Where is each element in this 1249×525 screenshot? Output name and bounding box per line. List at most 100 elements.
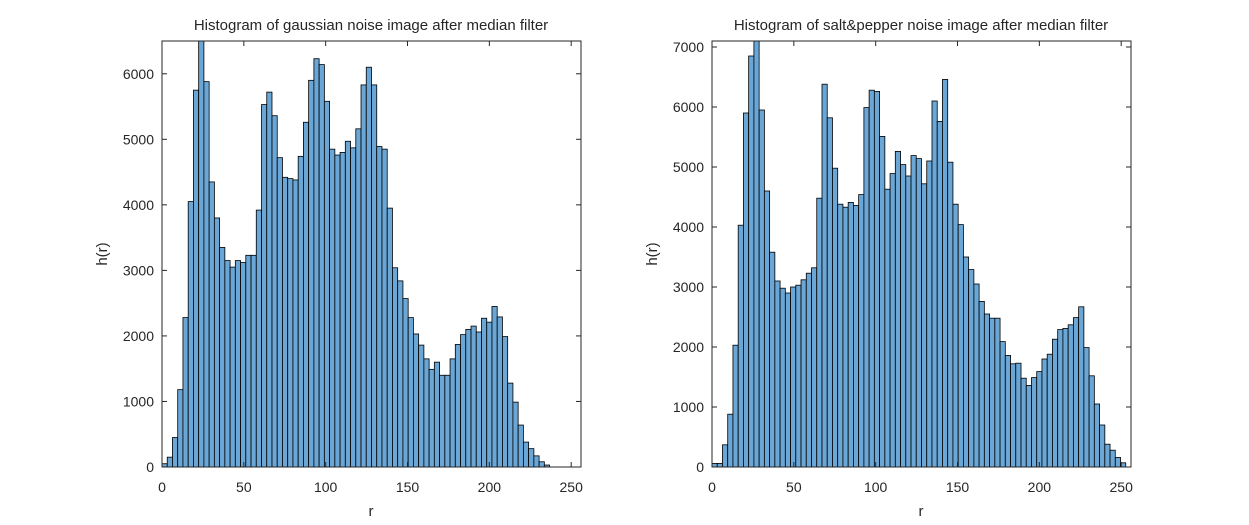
- x-tick-label: 0: [708, 479, 716, 495]
- histogram-bar: [203, 81, 210, 468]
- histogram-bar: [344, 140, 351, 468]
- histogram-bar: [853, 204, 860, 468]
- histogram-bar: [1099, 424, 1106, 468]
- histogram-bar: [1041, 358, 1048, 468]
- histogram-bar: [821, 83, 828, 468]
- histogram-bar: [308, 79, 315, 468]
- histogram-bar: [187, 201, 194, 468]
- histogram-bar: [1031, 377, 1038, 468]
- histogram-bar: [884, 188, 891, 468]
- histogram-bar: [449, 358, 456, 468]
- histogram-bar: [894, 150, 901, 468]
- histogram-bar: [763, 190, 771, 468]
- histogram-bar: [784, 292, 791, 468]
- y-tick-label: 1000: [123, 393, 154, 409]
- histogram-bar: [407, 317, 414, 468]
- axis-ticks: 0 50 100 150 200 250 0 1000 2000 3000 4000 5000 6000: [123, 41, 583, 495]
- histogram-bar: [957, 224, 964, 468]
- histogram-bar: [994, 317, 1001, 468]
- y-tick-label: 4000: [123, 197, 154, 213]
- histogram-bar: [889, 173, 896, 468]
- salt-pepper-histogram-chart: 0 50 100 150 200 250 0 1000 2000 3000 4000 5000 6000…: [644, 17, 1133, 520]
- histogram-bar: [926, 160, 933, 468]
- histogram-bar: [983, 313, 990, 468]
- histogram-bar: [303, 121, 310, 468]
- histogram-bar: [261, 104, 268, 468]
- histogram-bar: [968, 269, 975, 468]
- y-tick-label: 2000: [123, 328, 154, 344]
- gaussian-histogram-chart: 0 50 100 150 200 250 0 1000 2000 3000 4000 5000 6000…: [94, 17, 583, 520]
- y-tick-label: 2000: [673, 339, 704, 355]
- y-tick-label: 5000: [673, 159, 704, 175]
- histogram-bar: [753, 40, 760, 468]
- histogram-bar: [229, 266, 236, 468]
- histogram-bar: [198, 40, 205, 468]
- histogram-bar: [412, 333, 420, 468]
- histogram-bar: [460, 334, 467, 468]
- x-tick-label: 250: [560, 479, 584, 495]
- histogram-bar: [297, 155, 304, 468]
- histogram-bar: [360, 84, 367, 468]
- histogram-bar: [219, 247, 226, 468]
- histogram-bar: [507, 382, 514, 468]
- y-tick-label: 7000: [673, 39, 704, 55]
- histogram-bar: [1104, 443, 1111, 468]
- y-tick-label: 3000: [123, 262, 154, 278]
- y-tick-label: 0: [696, 459, 704, 475]
- histogram-bar: [811, 267, 818, 468]
- y-tick-label: 5000: [123, 131, 154, 147]
- histogram-bar: [423, 358, 430, 468]
- histogram-bar: [900, 164, 907, 468]
- histogram-bar: [365, 66, 372, 468]
- x-axis-label: r: [369, 503, 374, 520]
- histogram-bar: [915, 158, 922, 468]
- x-tick-label: 250: [1110, 479, 1134, 495]
- histogram-bar: [1088, 375, 1095, 468]
- histogram-bar: [1046, 353, 1053, 468]
- histogram-bar: [418, 344, 425, 468]
- y-tick-label: 6000: [673, 99, 704, 115]
- histogram-bar: [292, 179, 299, 468]
- histogram-bar: [847, 201, 854, 468]
- y-axis-label: h(r): [644, 242, 661, 265]
- histogram-bar: [816, 197, 823, 468]
- histogram-bar: [1109, 449, 1116, 468]
- histogram-bar: [271, 115, 278, 468]
- histogram-bar: [1114, 456, 1121, 468]
- histogram-bar: [769, 251, 776, 468]
- histogram-bar: [758, 109, 765, 468]
- y-tick-label: 4000: [673, 219, 704, 235]
- histogram-bar: [371, 84, 378, 468]
- histogram-bar: [727, 413, 734, 468]
- histogram-bar: [287, 178, 294, 468]
- histogram-bar: [323, 100, 330, 468]
- histogram-bar: [234, 260, 241, 468]
- histogram-bar: [1062, 327, 1069, 468]
- histogram-bar: [350, 147, 357, 468]
- plot-frame: [161, 40, 582, 468]
- histogram-bar: [989, 317, 996, 468]
- histogram-bar: [538, 461, 545, 468]
- histogram-bar: [1067, 324, 1074, 468]
- histogram-bar: [1025, 384, 1032, 468]
- histogram-bar: [465, 328, 472, 468]
- x-tick-label: 150: [396, 479, 420, 495]
- histogram-bar: [805, 272, 812, 468]
- histogram-bar: [381, 148, 388, 468]
- histogram-bar: [973, 283, 980, 468]
- histogram-bar: [475, 331, 482, 468]
- chart-title: Histogram of gaussian noise image after …: [194, 17, 548, 34]
- histogram-bar: [737, 224, 744, 468]
- histogram-bar: [177, 389, 184, 468]
- histogram-bar: [512, 401, 519, 468]
- histogram-bar: [517, 424, 524, 468]
- histogram-bar: [486, 321, 493, 468]
- histogram-bar: [245, 254, 252, 468]
- histogram-bar: [963, 256, 970, 468]
- histogram-bar: [1010, 363, 1017, 468]
- histogram-bar: [858, 194, 865, 468]
- histogram-bar: [444, 374, 451, 468]
- histogram-bar: [800, 279, 807, 468]
- histogram-bar: [868, 89, 875, 468]
